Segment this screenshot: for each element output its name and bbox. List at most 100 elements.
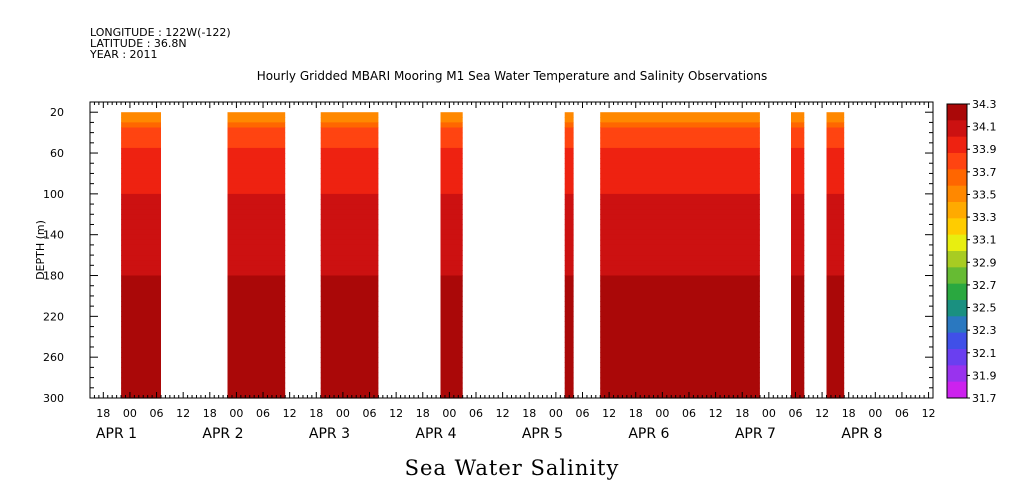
plot-fill-area [121,112,845,399]
x-tick-label: 00 [442,407,456,420]
salinity-cell [227,321,286,328]
colorbar-label: 33.7 [972,166,997,179]
salinity-cell [564,265,574,271]
salinity-cell [227,311,286,317]
salinity-cell [600,178,760,185]
data-segment [791,112,805,399]
salinity-cell [791,193,805,200]
date-label: APR 3 [309,426,350,442]
salinity-cell [440,199,463,205]
salinity-cell [320,362,379,368]
salinity-cell [121,163,161,169]
salinity-cell [320,173,379,180]
salinity-cell [320,158,379,164]
salinity-cell [121,295,161,302]
salinity-cell [227,331,286,338]
salinity-cell [564,326,574,333]
salinity-cell [440,209,463,215]
salinity-cell [564,290,574,297]
salinity-cell [791,173,805,180]
salinity-cell [791,168,805,174]
salinity-cell [826,387,845,394]
colorbar-swatch [947,251,967,268]
salinity-cell [600,295,760,302]
salinity-cell [121,285,161,292]
x-tick-label: 06 [150,407,164,420]
salinity-cell [600,193,760,200]
salinity-cell [826,347,845,353]
x-tick-label: 00 [655,407,669,420]
salinity-cell [320,377,379,384]
salinity-cell [227,153,286,159]
salinity-cell [826,132,845,139]
date-label: APR 6 [628,426,669,442]
data-segment [121,112,161,399]
salinity-cell [791,163,805,169]
salinity-cell [121,382,161,389]
x-tick-label: 12 [602,407,616,420]
salinity-cell [600,239,760,246]
salinity-cell [440,158,463,164]
salinity-cell [227,357,286,363]
salinity-cell [826,142,845,149]
x-tick-label: 06 [788,407,802,420]
salinity-cell [227,112,286,118]
salinity-cell [826,224,845,231]
salinity-cell [227,214,286,220]
x-tick-label: 12 [815,407,829,420]
salinity-cell [320,280,379,287]
salinity-cell [320,367,379,374]
salinity-cell [564,153,574,159]
x-tick-label: 18 [735,407,749,420]
salinity-cell [826,168,845,174]
salinity-cell [440,382,463,389]
salinity-cell [440,163,463,169]
x-tick-label: 18 [309,407,323,420]
salinity-cell [791,326,805,333]
colorbar: 34.3 34.1 33.9 33.7 33.5 33.3 33.1 32.9 32.7 32.5… [946,98,997,405]
salinity-cell [121,234,161,241]
salinity-cell [440,112,463,118]
x-tick-label: 18 [522,407,536,420]
salinity-cell [826,367,845,374]
salinity-cell [227,301,286,307]
y-tick-label: 60 [50,147,64,160]
salinity-cell [791,260,805,266]
salinity-cell [121,265,161,271]
salinity-cell [121,168,161,174]
salinity-cell [320,147,379,154]
salinity-cell [826,301,845,307]
salinity-cell [791,382,805,389]
salinity-cell [564,387,574,394]
salinity-cell [320,188,379,195]
salinity-cell [121,204,161,210]
latitude-label: LATITUDE : 36.8N [90,37,187,50]
salinity-cell [791,321,805,328]
salinity-cell [564,336,574,343]
salinity-cell [564,204,574,210]
salinity-cell [440,142,463,149]
salinity-cell [440,147,463,154]
salinity-cell [121,326,161,333]
salinity-cell [227,316,286,322]
salinity-cell [600,316,760,322]
salinity-cell [791,199,805,205]
salinity-cell [320,295,379,302]
salinity-cell [440,321,463,328]
colorbar-label: 33.1 [972,234,997,247]
x-tick-label: 06 [575,407,589,420]
salinity-cell [791,178,805,185]
salinity-cell [600,147,760,154]
salinity-cell [564,321,574,328]
salinity-cell [320,224,379,231]
colorbar-label: 32.7 [972,279,997,292]
salinity-cell [440,362,463,368]
salinity-cell [320,214,379,220]
salinity-cell [121,387,161,394]
salinity-cell [600,183,760,190]
salinity-cell [826,163,845,169]
salinity-cell [227,173,286,180]
salinity-cell [440,387,463,394]
colorbar-label: 33.3 [972,211,997,224]
